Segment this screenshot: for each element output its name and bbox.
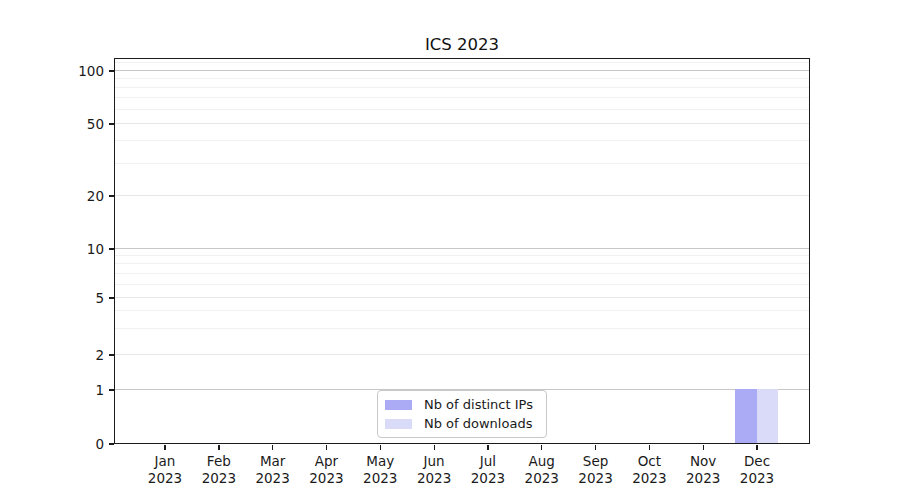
gridline-sub [115,354,809,355]
gridline-minor [115,109,809,110]
legend-swatch-distinct-ips [385,400,412,410]
y-tick-label: 2 [20,346,104,364]
x-tick-mark [218,445,219,450]
gridline-minor [115,310,809,311]
figure: ICS 2023 0125102050100 Jan2023Feb2023Mar… [0,0,900,500]
gridline-minor [115,163,809,164]
x-tick-mark [380,445,381,450]
gridline-minor [115,62,809,63]
y-tick-mark [109,297,114,298]
x-tick-mark [487,445,488,450]
bar-distinct-ips [735,389,757,443]
gridline-sub [115,195,809,196]
bar-downloads [757,389,779,443]
legend-swatch-downloads [385,419,412,429]
chart-title: ICS 2023 [114,35,810,54]
plot-area [114,58,810,444]
gridline-major [115,70,809,71]
gridline-major [115,248,809,249]
y-tick-label: 1 [20,381,104,399]
gridline-minor [115,87,809,88]
gridline-minor [115,78,809,79]
x-tick-mark [703,445,704,450]
gridline-minor [115,284,809,285]
legend-label: Nb of downloads [424,416,532,431]
y-tick-mark [109,248,114,249]
x-tick-mark [164,445,165,450]
y-tick-label: 0 [20,435,104,453]
gridline-sub [115,297,809,298]
legend-item: Nb of distinct IPs [385,397,538,412]
x-tick-mark [326,445,327,450]
y-tick-label: 100 [20,62,104,80]
x-tick-month: Dec [722,453,792,470]
gridline-minor [115,97,809,98]
legend-label: Nb of distinct IPs [424,397,533,412]
x-tick-mark [272,445,273,450]
x-tick-label: Dec2023 [722,453,792,487]
y-tick-mark [109,123,114,124]
y-tick-label: 10 [20,240,104,258]
x-tick-year: 2023 [722,470,792,487]
y-tick-mark [109,443,114,444]
gridline-minor [115,140,809,141]
y-tick-label: 20 [20,187,104,205]
x-tick-mark [595,445,596,450]
gridline-minor [115,328,809,329]
y-tick-mark [109,354,114,355]
x-tick-mark [649,445,650,450]
gridline-minor [115,263,809,264]
gridline-sub [115,123,809,124]
x-tick-mark [756,445,757,450]
y-tick-mark [109,389,114,390]
y-tick-label: 5 [20,289,104,307]
y-tick-mark [109,195,114,196]
x-tick-mark [434,445,435,450]
y-tick-label: 50 [20,115,104,133]
legend: Nb of distinct IPs Nb of downloads [377,390,547,438]
legend-item: Nb of downloads [385,416,538,431]
gridline-minor [115,273,809,274]
x-tick-mark [541,445,542,450]
gridline-minor [115,255,809,256]
y-tick-mark [109,70,114,71]
